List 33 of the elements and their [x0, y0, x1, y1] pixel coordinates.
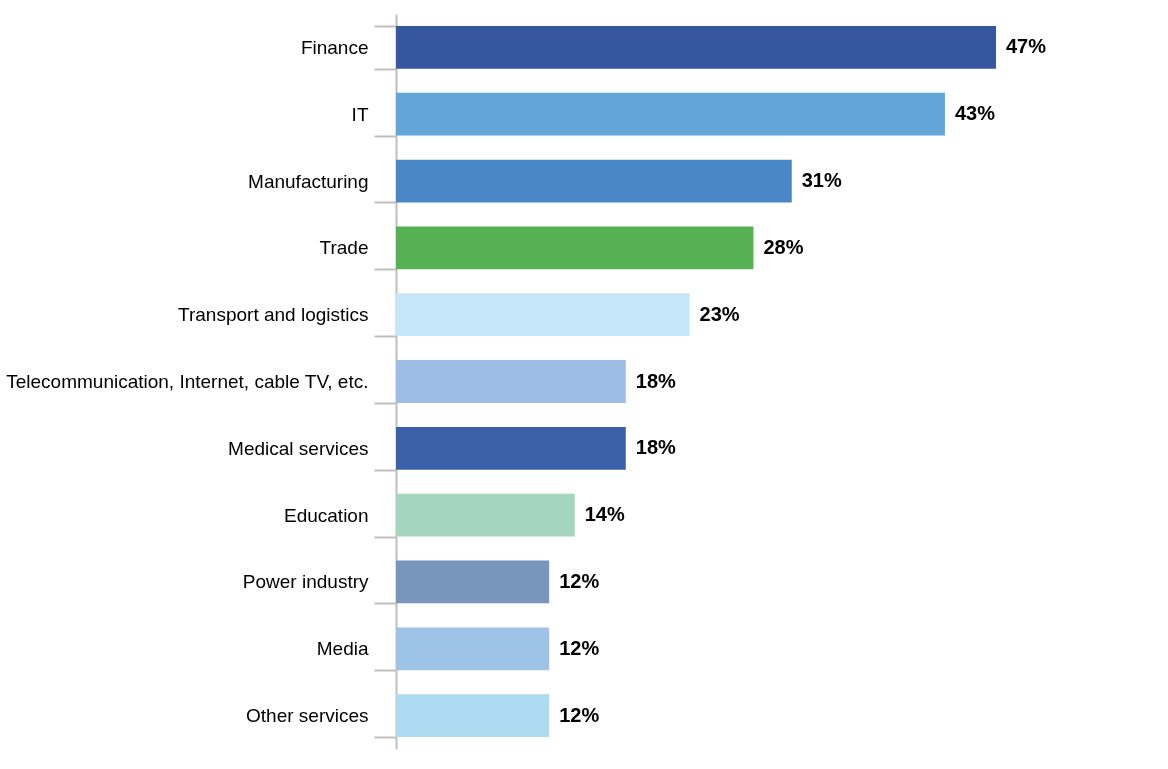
y-tick-label: Education [283, 504, 369, 526]
bar [396, 493, 575, 537]
data-label: 43% [954, 102, 996, 125]
y-tick-label: Telecommunication, Internet, cable TV, etc. [6, 371, 369, 392]
data-label: 23% [699, 302, 740, 325]
bar [396, 627, 550, 671]
bar [396, 694, 550, 737]
bar [396, 26, 996, 69]
data-label: 31% [801, 169, 842, 192]
bar [396, 159, 792, 203]
bar [396, 426, 626, 470]
data-label: 14% [584, 503, 625, 526]
data-label: 18% [635, 369, 677, 392]
y-tick-label: Media [316, 638, 369, 660]
data-label: 12% [559, 569, 600, 592]
data-label: 12% [559, 703, 600, 726]
bar [396, 226, 754, 270]
bar [396, 560, 550, 604]
y-tick-label: Power industry [242, 571, 369, 593]
y-tick-label: Transport and logistics [178, 304, 369, 326]
y-tick-label: Other services [246, 705, 369, 727]
data-label: 28% [763, 235, 804, 258]
y-tick-label: Medical services [228, 437, 369, 459]
data-label: 18% [635, 436, 677, 459]
y-tick-label: Trade [319, 237, 369, 259]
data-label: 47% [1006, 35, 1047, 58]
y-tick-label: IT [351, 103, 369, 125]
bar [396, 293, 690, 337]
y-tick-label: Finance [300, 36, 369, 58]
data-label: 12% [559, 636, 600, 659]
bar [396, 92, 945, 136]
bar [396, 360, 626, 403]
y-tick-label: Manufacturing [248, 170, 369, 192]
